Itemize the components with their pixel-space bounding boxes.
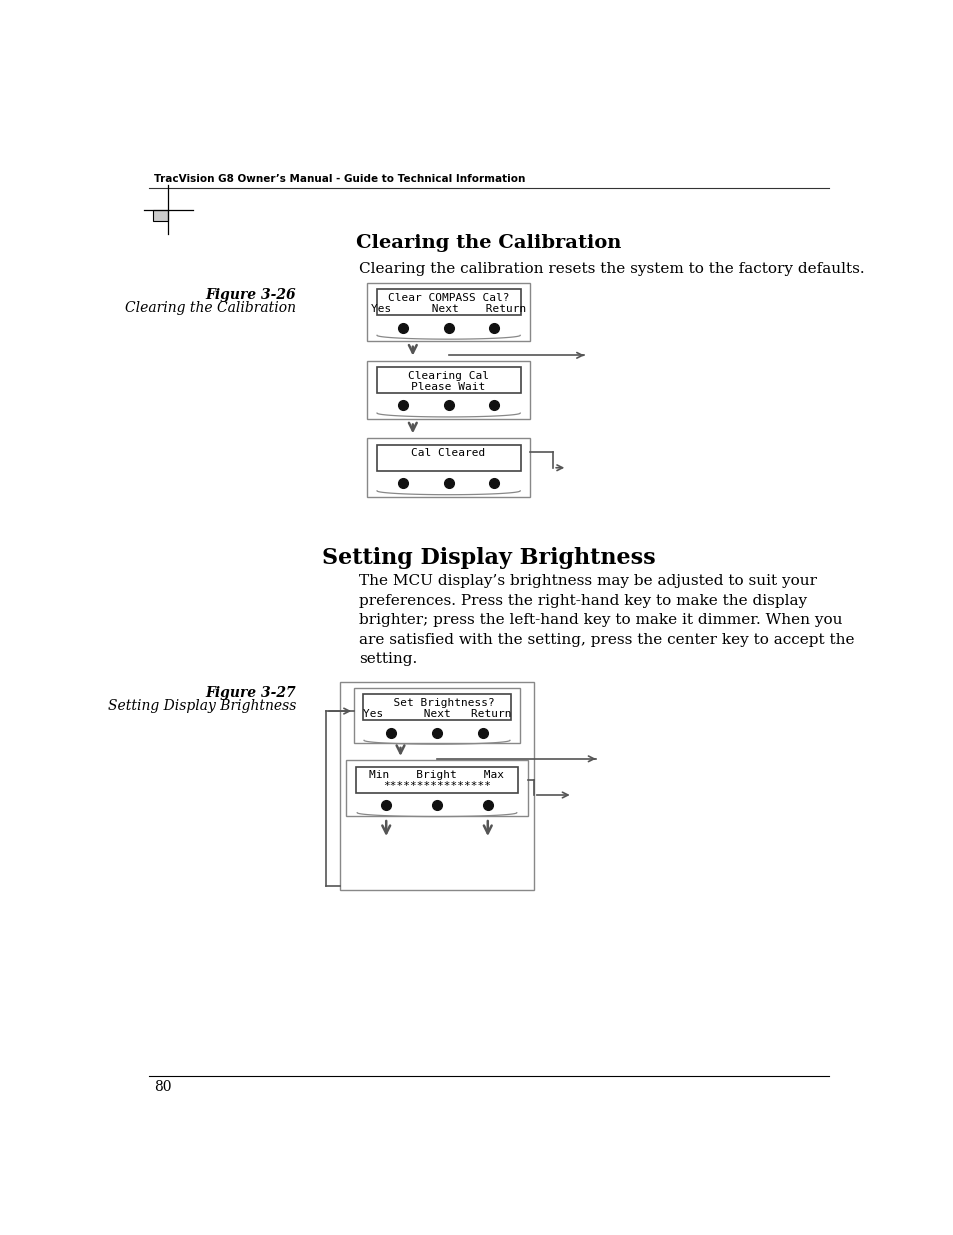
Text: The MCU display’s brightness may be adjusted to suit your
preferences. Press the: The MCU display’s brightness may be adju… xyxy=(359,574,854,666)
Text: Min    Bright    Max: Min Bright Max xyxy=(369,771,504,781)
Text: Clearing Cal: Clearing Cal xyxy=(408,370,489,380)
Text: 80: 80 xyxy=(154,1079,172,1094)
Bar xyxy=(376,289,520,315)
Bar xyxy=(355,767,517,793)
Text: Yes      Next    Return: Yes Next Return xyxy=(371,304,526,314)
Text: ****************: **************** xyxy=(382,782,491,792)
Text: Clearing the Calibration: Clearing the Calibration xyxy=(125,301,295,315)
Text: Figure 3-26: Figure 3-26 xyxy=(205,288,295,303)
Text: Figure 3-27: Figure 3-27 xyxy=(205,685,295,700)
Bar xyxy=(367,283,530,341)
Bar xyxy=(346,761,527,816)
Text: Set Brightness?: Set Brightness? xyxy=(379,698,494,708)
Bar xyxy=(152,210,168,221)
Bar xyxy=(367,438,530,496)
Text: TracVision G8 Owner’s Manual - Guide to Technical Information: TracVision G8 Owner’s Manual - Guide to … xyxy=(154,174,525,184)
Text: Clearing the calibration resets the system to the factory defaults.: Clearing the calibration resets the syst… xyxy=(359,262,864,277)
Text: Setting Display Brightness: Setting Display Brightness xyxy=(322,547,655,569)
Bar xyxy=(376,367,520,393)
Text: Please Wait: Please Wait xyxy=(411,382,485,391)
Text: Setting Display Brightness: Setting Display Brightness xyxy=(108,699,295,713)
Bar xyxy=(354,688,519,743)
Bar xyxy=(363,694,510,720)
Bar xyxy=(376,445,520,471)
Text: Clear COMPASS Cal?: Clear COMPASS Cal? xyxy=(388,293,509,303)
Bar xyxy=(340,682,534,889)
Text: Clearing the Calibration: Clearing the Calibration xyxy=(355,235,621,252)
Text: Yes      Next   Return: Yes Next Return xyxy=(362,709,511,719)
Text: Cal Cleared: Cal Cleared xyxy=(411,448,485,458)
Bar xyxy=(367,361,530,419)
